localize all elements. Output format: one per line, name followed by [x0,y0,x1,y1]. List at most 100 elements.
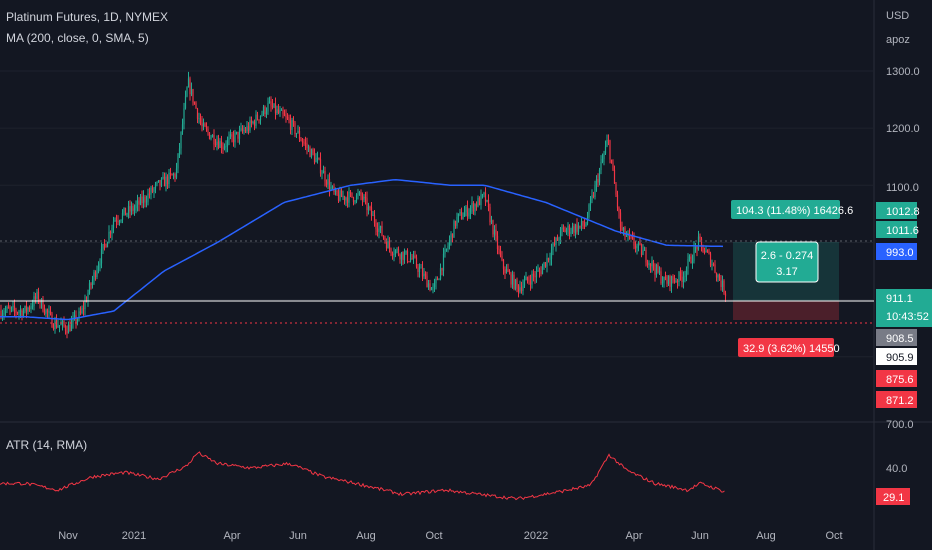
candle-body [648,263,650,265]
candle-body [435,278,437,284]
candle-body [403,253,406,260]
candle-body [549,258,551,260]
candle-body [67,324,70,334]
candle-body [679,271,682,277]
candle-body [687,258,689,269]
candle-body [649,263,652,267]
candle-body [634,245,637,249]
candle-body [28,307,31,309]
candle-body [223,146,226,149]
candle-body [507,269,509,272]
candle-body [465,206,467,213]
candle-body [654,268,656,275]
candle-body [82,308,85,310]
candle-body [487,199,490,208]
candle-body [640,244,643,255]
candle-body [285,115,287,117]
candle-body [234,133,236,143]
risk-reward-label[interactable]: 2.6 - 0.274 3.17 [755,241,819,283]
time-label: Oct [825,530,842,542]
candle-body [309,147,311,158]
candle-body [382,235,385,238]
candle-body [402,252,404,260]
candle-body [39,301,41,304]
candle-body [388,241,391,249]
target-label[interactable]: 104.3 (11.48%) 16426.6 [731,200,853,219]
candle-body [102,244,104,249]
candle-body [357,194,359,195]
candle-body [222,148,224,150]
candle-body [346,197,349,203]
stop-zone[interactable] [733,301,839,320]
candle-body [259,115,262,121]
candle-body [43,311,46,314]
candle-body [636,245,638,249]
candle-body [352,197,355,202]
candle-body [408,261,410,262]
candle-body [576,224,578,232]
ma-legend[interactable]: MA (200, close, 0, SMA, 5) [6,31,149,45]
candle-body [655,264,658,275]
time-label: Apr [625,530,642,542]
candle-body [564,228,566,233]
candle-body [228,137,230,140]
candle-body [25,305,28,312]
candle-body [327,179,329,185]
time-axis[interactable]: Nov 2021 Apr Jun Aug Oct 2022 Apr Jun Au… [58,530,842,542]
candle-body [351,192,353,198]
candle-body [169,172,172,174]
scale-mode-label[interactable]: apoz [886,34,910,46]
candle-body [331,186,334,188]
candle-body [148,193,151,195]
candle-body [612,162,614,170]
chart-title[interactable]: Platinum Futures, 1D, NYMEX [6,10,169,24]
candle-body [168,172,170,185]
candle-body [610,159,613,163]
price-tag-875-6: 875.6 [876,370,917,387]
candle-body [454,220,457,226]
candle-body [177,153,179,169]
candle-body [478,197,481,206]
candle-body [510,273,512,285]
candle-body [97,265,100,271]
atr-legend[interactable]: ATR (14, RMA) [6,438,88,452]
candle-body [588,204,590,218]
candle-body [42,298,44,312]
candle-body [379,226,382,228]
candle-body [466,206,469,217]
candle-body [72,317,74,322]
candle-body [279,110,281,113]
candle-body [508,271,511,274]
candle-body [517,285,520,292]
time-label: Apr [223,530,240,542]
candle-body [633,237,635,246]
candle-body [295,133,298,135]
candle-body [552,243,554,251]
candle-body [691,261,694,264]
candle-body [670,276,673,287]
candle-body [525,276,527,281]
atr-tick: 40.0 [886,463,907,475]
candle-body [49,311,52,314]
candle-body [459,211,461,214]
candle-body [289,120,292,130]
candle-body [303,142,305,144]
candle-body [307,147,310,149]
candle-body [142,196,145,204]
candle-body [411,258,413,260]
candle-body [717,274,719,278]
candle-body [151,187,154,192]
time-label: Oct [425,530,442,542]
candle-body [676,280,679,283]
candle-body [22,310,25,317]
candle-body [535,271,538,278]
stop-label[interactable]: 32.9 (3.62%) 14550 [738,338,840,357]
candle-body [426,275,428,288]
candle-body [81,308,83,314]
candle-body [105,244,107,248]
candle-body [306,143,308,148]
candle-body [339,190,341,201]
candle-body [414,255,416,258]
time-label: 2021 [122,530,146,542]
